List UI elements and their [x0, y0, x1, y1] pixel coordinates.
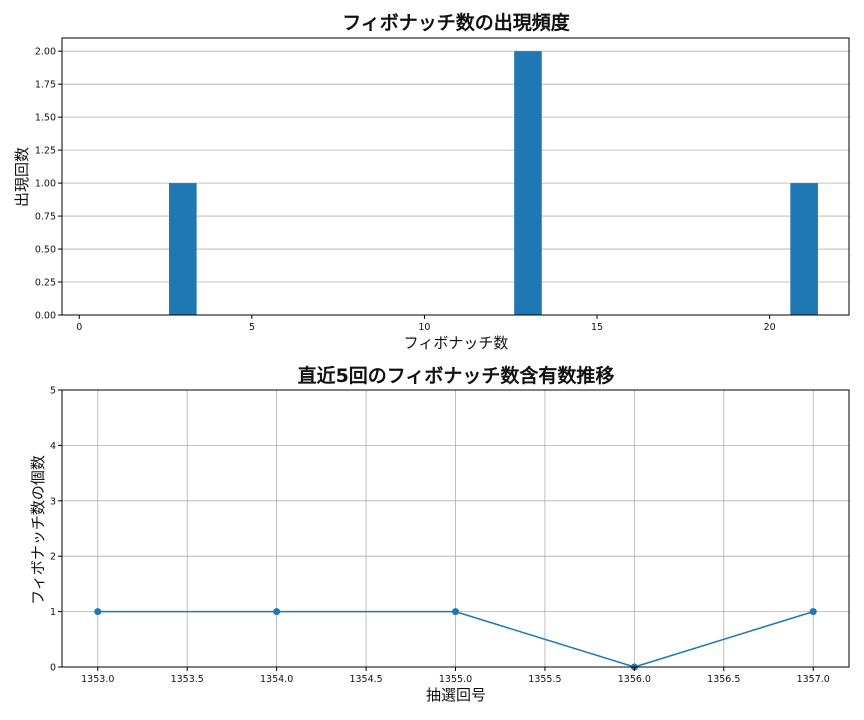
- bar-chart-x-ticks: 0 5 10 15 20: [76, 315, 776, 333]
- bar: [790, 183, 818, 315]
- line-y-tick-label: 0: [50, 663, 56, 674]
- line-y-tick-label: 5: [50, 386, 56, 397]
- bar-y-tick-label: 0.75: [35, 212, 56, 223]
- line-chart-series: [94, 608, 817, 671]
- bar-y-tick-label: 1.75: [35, 80, 56, 91]
- line-chart-y-ticks: 0 1 2 3 4 5: [50, 386, 62, 674]
- line-x-tick-label: 1353.0: [81, 674, 114, 685]
- bar-chart-frame: [61, 37, 850, 316]
- data-point: [452, 608, 459, 616]
- line-y-tick-label: 4: [50, 441, 56, 452]
- line-x-tick-label: 1354.0: [260, 674, 293, 685]
- bar-y-tick-label: 0.50: [35, 245, 56, 256]
- bar-y-tick-label: 1.00: [35, 179, 56, 190]
- bar-chart: フィボナッチ数の出現頻度 0 5 10 15 20 0.00 0.25 0.50 0.75 1.…: [13, 11, 850, 352]
- line-x-tick-label: 1354.5: [349, 674, 382, 685]
- line-chart-y-label: フィボナッチ数の個数: [29, 455, 47, 605]
- data-point: [809, 608, 817, 616]
- line-y-tick-label: 3: [50, 496, 56, 507]
- bar-x-tick-label: 10: [418, 322, 430, 333]
- bar-chart-x-label: フィボナッチ数: [404, 334, 509, 352]
- bar-chart-bars: [169, 51, 818, 315]
- bar-x-tick-label: 0: [76, 322, 82, 333]
- line-chart-title: 直近5回のフィボナッチ数含有数推移: [298, 364, 615, 387]
- line-chart-x-ticks: 1353.0 1353.5 1354.0 1354.5 1355.0 1355.5 1356…: [81, 667, 830, 685]
- bar-y-tick-label: 2.00: [35, 47, 56, 58]
- bar: [514, 51, 542, 315]
- bar-chart-title: フィボナッチ数の出現頻度: [342, 11, 571, 34]
- bar-x-tick-label: 20: [764, 322, 776, 333]
- bar-x-tick-label: 5: [249, 322, 255, 333]
- bar-y-tick-label: 1.25: [35, 146, 56, 157]
- line-chart-grid: [62, 389, 849, 668]
- bar-y-tick-label: 0.00: [35, 311, 56, 322]
- line-y-tick-label: 1: [50, 607, 56, 618]
- bar-chart-y-label: 出現回数: [13, 147, 31, 207]
- line-chart: 直近5回のフィボナッチ数含有数推移 1353.0 1353.5 1354.0 1354…: [29, 364, 850, 704]
- bar: [169, 183, 197, 315]
- line-x-tick-label: 1353.5: [171, 674, 204, 685]
- bar-y-tick-label: 1.50: [35, 113, 56, 124]
- data-point: [94, 608, 102, 616]
- line-x-tick-label: 1356.0: [618, 674, 651, 685]
- line-x-tick-label: 1355.0: [439, 674, 472, 685]
- line-x-tick-label: 1356.5: [707, 674, 740, 685]
- line-chart-x-label: 抽選回号: [426, 686, 486, 704]
- line-x-tick-label: 1355.5: [528, 674, 561, 685]
- bar-y-tick-label: 0.25: [35, 278, 56, 289]
- data-point: [273, 608, 281, 616]
- line-y-tick-label: 2: [50, 552, 56, 563]
- bar-x-tick-label: 15: [591, 322, 603, 333]
- bar-chart-y-ticks: 0.00 0.25 0.50 0.75 1.00 1.25 1.50 1.75 2.00: [35, 47, 62, 322]
- line-x-tick-label: 1357.0: [797, 674, 830, 685]
